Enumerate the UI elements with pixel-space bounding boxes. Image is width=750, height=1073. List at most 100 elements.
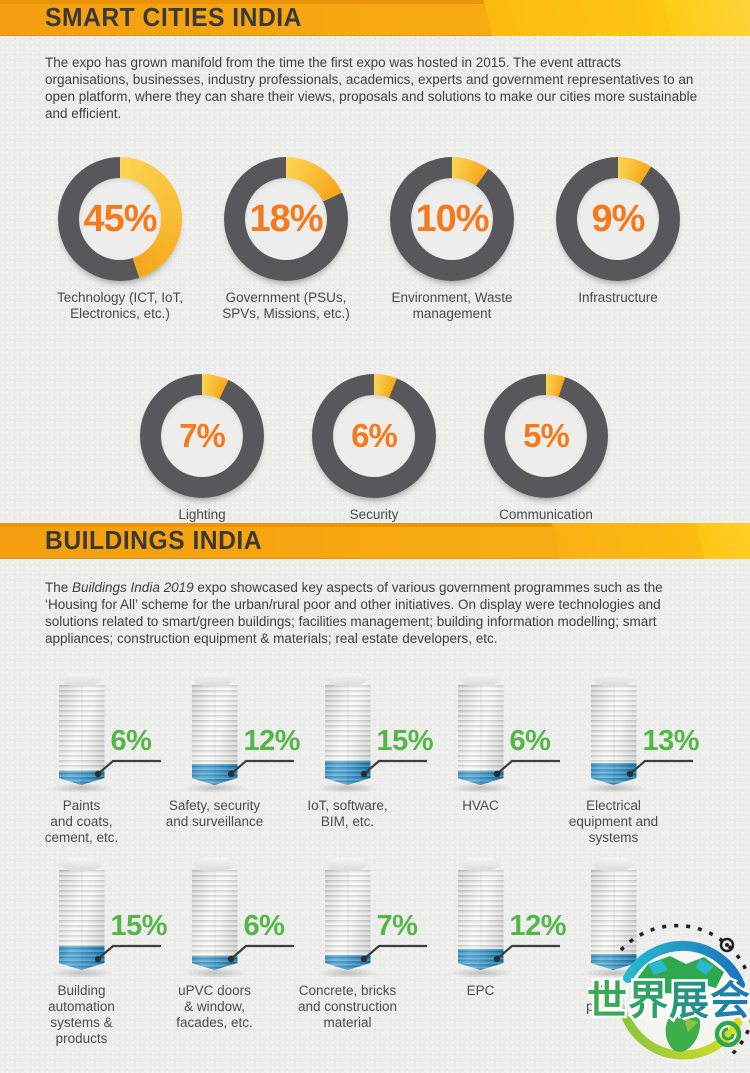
building-category-label: Building automation systems & products: [48, 983, 115, 1046]
continent-south: [665, 1009, 701, 1052]
building-category-label: Electrical equipment and systems: [568, 798, 659, 845]
tower-body: [325, 863, 371, 970]
tower-shading: [59, 863, 105, 970]
tower-value-fill: [591, 954, 637, 970]
smart-cities-section: SMART CITIES INDIA The expo has grown ma…: [0, 0, 750, 523]
globe-bottom-arc: [621, 1012, 743, 1060]
tower-shading: [192, 863, 238, 970]
donut-chart-item: 9% Infrastructure: [535, 157, 701, 322]
tower-body: [591, 678, 637, 785]
donut-category-label: Communication: [499, 507, 593, 522]
donut-category-label: Technology (ICT, IoT, Electronics, etc.): [56, 290, 184, 321]
tower-floors: [591, 863, 637, 970]
watermark-text: 世界展会: [588, 979, 750, 1023]
continent-patch-3: [684, 1018, 698, 1032]
building-category-label: EPC: [466, 983, 495, 998]
building-chart-row-2: 15% Building automation systems & produc…: [0, 858, 750, 1047]
building-tower-zone: 12%: [448, 858, 567, 978]
building-tower-zone: 12%: [182, 673, 301, 793]
callout-line: [493, 944, 560, 963]
tower-body: [192, 863, 238, 970]
callout-line: [227, 759, 294, 778]
band-stripe-decoration: [694, 523, 750, 559]
tower-roof: [324, 858, 371, 871]
building-category-label: HVAC: [462, 798, 499, 813]
tower-floors: [458, 678, 504, 785]
donut-value-label: 5%: [523, 417, 570, 454]
tower-floors: [59, 678, 105, 785]
building-value-label: 15%: [376, 725, 434, 757]
building-category-label: IoT, software, BIM, etc.: [307, 798, 388, 829]
building-category-label: Safety, security and surveillance: [165, 798, 264, 829]
donut-hole: [577, 178, 659, 260]
building-value-label: 15%: [110, 910, 168, 942]
circled-dot-center: [725, 943, 729, 947]
tower-body: [458, 678, 504, 785]
donut-value-label: 18%: [249, 197, 323, 240]
donut-ring: 10%: [390, 157, 514, 281]
tower-value-fill: [325, 955, 371, 970]
building-tower-icon: [581, 673, 646, 793]
circled-dot-decoration: [719, 937, 735, 953]
building-value-label: 13%: [642, 725, 700, 757]
donut-value-label: 10%: [415, 197, 489, 240]
building-chart-item: 12% Safety, security and surveillance: [148, 673, 301, 858]
building-chart-item: 15% Building automation systems & produc…: [15, 858, 168, 1047]
donut-value-label: 7%: [179, 417, 226, 454]
building-value-label: 12%: [509, 910, 567, 942]
donut-value-label: 9%: [591, 197, 646, 240]
tower-roof: [58, 673, 105, 686]
callout-line: [94, 759, 161, 778]
dash-arc-top: [619, 923, 750, 976]
building-tower-zone: 6%: [182, 858, 294, 978]
tower-floors: [192, 863, 238, 970]
building-tower-icon: [448, 858, 513, 978]
buildings-section: BUILDINGS INDIA The Buildings India 2019…: [0, 523, 750, 1047]
building-tower-icon: [49, 858, 114, 978]
callout-line: [360, 944, 427, 963]
building-chart-item: 13% Electrical equipment and systems: [547, 673, 700, 858]
donut-category-label: Lighting: [178, 507, 226, 522]
donut-hole: [505, 395, 587, 477]
tower-value-fill: [458, 949, 504, 970]
callout-line: [493, 759, 560, 778]
donut-hole: [161, 395, 243, 477]
donut-category-label: Government (PSUs, SPVs, Missions, etc.): [222, 290, 350, 321]
tower-body: [458, 863, 504, 970]
building-chart-item: 6% uPVC doors & window, facades, etc.: [148, 858, 294, 1047]
band-stripe-decoration: [662, 0, 750, 36]
building-category-label: uPVC doors & window, facades, etc.: [176, 983, 253, 1030]
donut-chart-item: 10% Environment, Waste management: [369, 157, 535, 322]
donut-ring: 45%: [58, 157, 182, 281]
building-value-label: 6%: [509, 725, 551, 757]
building-tower-icon: [315, 858, 380, 978]
building-tower-zone: 6%: [49, 673, 161, 793]
tower-roof: [590, 858, 637, 871]
buildings-description-rest: expo showcased key aspects of various go…: [45, 580, 663, 646]
callout-line: [626, 759, 693, 778]
building-tower-icon: [448, 673, 513, 793]
building-tower-zone: 15%: [49, 858, 168, 978]
tower-body: [325, 678, 371, 785]
watermark-logo: 世界展会: [585, 912, 750, 1073]
donut-hole: [245, 178, 327, 260]
building-tower-icon: [182, 858, 247, 978]
donut-ring: 6%: [312, 374, 436, 498]
tower-roof: [590, 673, 637, 686]
tower-floors: [325, 863, 371, 970]
tower-roof: [324, 673, 371, 686]
building-chart-item: 6% Paints and coats, cement, etc.: [15, 673, 161, 858]
donut-ring: 9%: [556, 157, 680, 281]
donut-hole: [79, 178, 161, 260]
smart-cities-description: The expo has grown manifold from the tim…: [45, 55, 698, 121]
building-value-label: 7%: [376, 910, 418, 942]
tower-shading: [458, 863, 504, 970]
tower-body: [59, 678, 105, 785]
donut-category-label: Environment, Waste management: [391, 290, 513, 321]
building-tower-icon: [49, 673, 114, 793]
spiral-badge-curl: [721, 1027, 735, 1041]
donut-category-label: Security: [349, 507, 399, 522]
buildings-header-band: BUILDINGS INDIA: [0, 523, 750, 559]
tower-value-fill: [591, 763, 637, 785]
tower-shading: [325, 678, 371, 785]
